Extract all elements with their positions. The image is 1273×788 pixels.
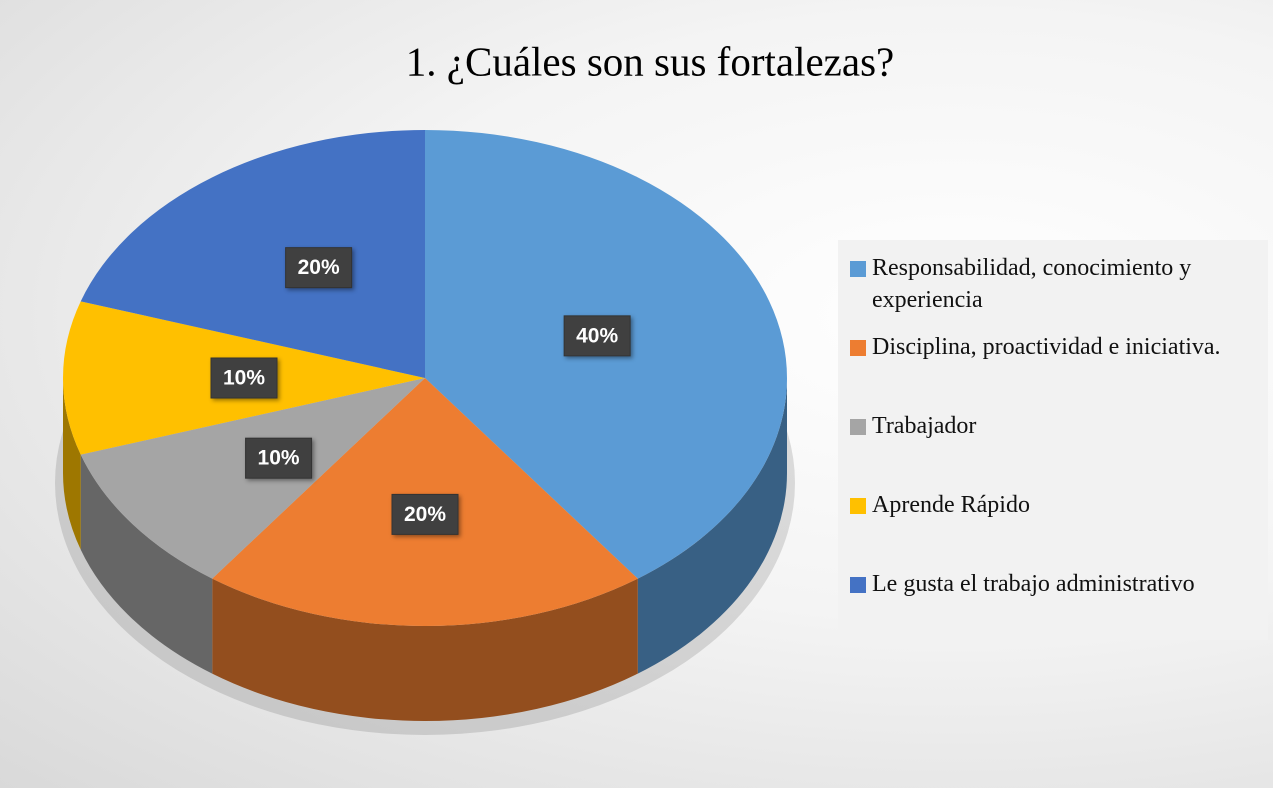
- legend-item: Aprende Rápido: [838, 489, 1268, 568]
- data-label: 10%: [223, 367, 265, 390]
- data-label: 10%: [258, 447, 300, 470]
- legend-swatch: [850, 340, 866, 356]
- legend-swatch: [850, 261, 866, 277]
- legend-label: Le gusta el trabajo administrativo: [872, 571, 1195, 597]
- data-label: 20%: [404, 503, 446, 526]
- legend-label: Responsabilidad, conocimiento y experien…: [872, 255, 1192, 313]
- legend: Responsabilidad, conocimiento y experien…: [838, 240, 1268, 640]
- data-label-box: [210, 357, 278, 399]
- data-label-box: [285, 247, 353, 289]
- legend-label: Trabajador: [872, 413, 977, 439]
- slice-side: [80, 454, 213, 674]
- legend-item: Le gusta el trabajo administrativo: [838, 568, 1268, 647]
- slice: [80, 130, 426, 378]
- legend-label: Aprende Rápido: [872, 492, 1030, 518]
- data-label-box: [391, 493, 459, 535]
- slice-side: [212, 578, 638, 721]
- data-label: 40%: [576, 324, 618, 347]
- legend-swatch: [850, 577, 866, 593]
- chart-title: 1. ¿Cuáles son sus fortalezas?: [406, 38, 894, 84]
- legend-item: Trabajador: [838, 410, 1268, 489]
- data-label-box: [245, 437, 313, 479]
- slice-side: [637, 378, 787, 674]
- legend-swatch: [850, 419, 866, 435]
- legend-swatch: [850, 498, 866, 514]
- legend-label: Disciplina, proactividad e iniciativa.: [872, 334, 1221, 360]
- legend-item: Disciplina, proactividad e iniciativa.: [838, 331, 1268, 410]
- data-label-box: [563, 315, 631, 357]
- data-label: 20%: [298, 256, 340, 279]
- legend-item: Responsabilidad, conocimiento y experien…: [838, 252, 1268, 331]
- slice-side: [63, 378, 81, 550]
